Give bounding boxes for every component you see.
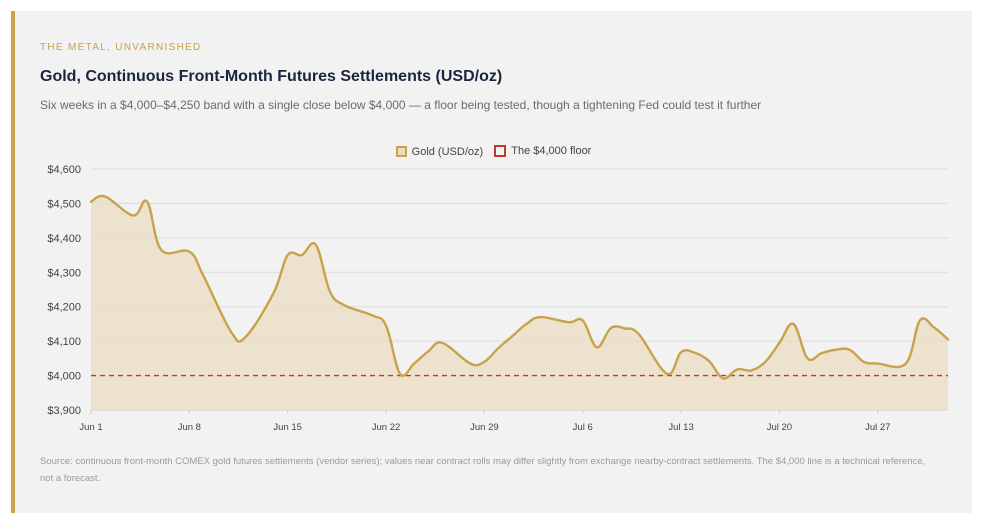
legend-label-floor: The $4,000 floor bbox=[511, 145, 592, 157]
x-tick-label: Jul 13 bbox=[668, 422, 693, 433]
y-tick-label: $4,400 bbox=[47, 233, 81, 245]
gold-area-fill bbox=[91, 195, 948, 410]
y-tick-label: $4,600 bbox=[47, 164, 81, 176]
chart-title: Gold, Continuous Front-Month Futures Set… bbox=[40, 68, 503, 85]
y-tick-label: $3,900 bbox=[47, 405, 81, 417]
chart-subtitle: Six weeks in a $4,000–$4,250 band with a… bbox=[40, 98, 762, 112]
x-tick-label: Jul 20 bbox=[767, 422, 792, 433]
legend-swatch-floor bbox=[494, 145, 507, 157]
y-tick-label: $4,200 bbox=[47, 302, 81, 314]
chart-card: THE METAL, UNVARNISHED Gold, Continuous … bbox=[11, 11, 972, 513]
y-tick-label: $4,500 bbox=[47, 198, 81, 210]
legend-item-gold[interactable]: Gold (USD/oz) bbox=[395, 145, 484, 158]
x-tick-label: Jun 22 bbox=[372, 422, 401, 433]
y-tick-label: $4,300 bbox=[47, 267, 81, 279]
x-tick-label: Jul 27 bbox=[865, 422, 890, 433]
y-tick-label: $4,100 bbox=[47, 336, 81, 348]
legend-item-floor[interactable]: The $4,000 floor bbox=[494, 145, 591, 157]
legend-label-gold: Gold (USD/oz) bbox=[411, 145, 484, 158]
y-tick-label: $4,000 bbox=[47, 371, 81, 383]
x-tick-label: Jun 1 bbox=[79, 422, 102, 433]
legend-swatch-gold bbox=[395, 146, 407, 157]
x-tick-label: Jun 8 bbox=[178, 422, 201, 433]
eyebrow-label: THE METAL, UNVARNISHED bbox=[40, 42, 202, 53]
x-tick-label: Jun 15 bbox=[273, 422, 302, 433]
x-tick-label: Jun 29 bbox=[470, 422, 499, 433]
gold-price-chart: $3,900 $4,000 $4,100 $4,200 $4,300 $4,400 $4,5… bbox=[47, 164, 950, 433]
x-tick-label: Jul 6 bbox=[573, 422, 593, 433]
source-note: Source: continuous front-month COMEX gol… bbox=[40, 456, 926, 484]
chart-legend: Gold (USD/oz) The $4,000 floor bbox=[15, 145, 972, 160]
